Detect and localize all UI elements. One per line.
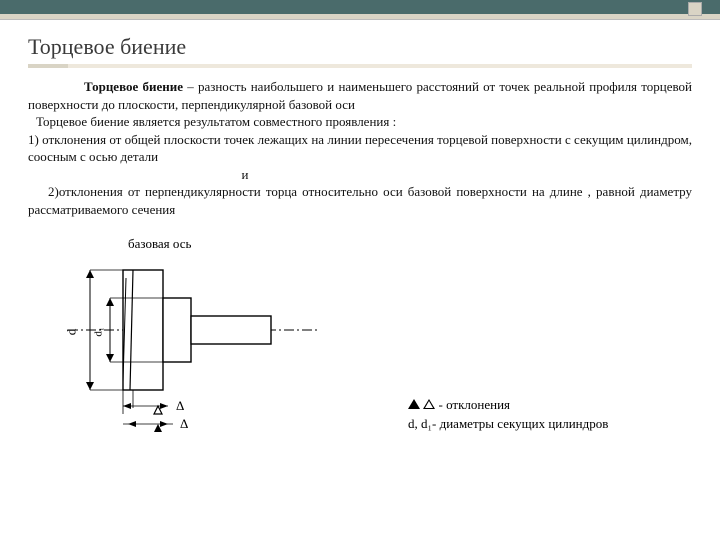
para3: 1) отклонения от общей плоскости точек л… <box>28 131 692 166</box>
slide-top-bar <box>0 0 720 14</box>
label-delta1: Δ <box>176 398 184 414</box>
legend: - отклонения d, d₁- диаметры секущих цил… <box>408 396 608 432</box>
para2: Торцевое биение является результатом сов… <box>28 113 692 131</box>
legend-line1: - отклонения <box>408 396 608 414</box>
label-delta2: Δ <box>180 416 188 432</box>
runout-diagram-svg <box>68 258 328 438</box>
title-underline <box>28 64 692 68</box>
page-title: Торцевое биение <box>28 34 692 60</box>
label-d1: d₁ <box>93 328 105 337</box>
axis-label: базовая ось <box>128 236 191 252</box>
lead-term: Торцевое биение <box>84 79 183 94</box>
triangle-filled-icon <box>408 399 420 409</box>
slide-content: Торцевое биение Торцевое биение – разнос… <box>0 20 720 446</box>
corner-decoration <box>688 2 702 16</box>
diagram: базовая ось <box>28 236 692 446</box>
para5: 2)отклонения от перпендикулярности торца… <box>28 183 692 218</box>
label-d: d <box>63 329 79 336</box>
body-text: Торцевое биение – разность наибольшего и… <box>28 78 692 218</box>
triangle-hollow-icon <box>423 399 435 409</box>
legend-text1: - отклонения <box>439 397 511 412</box>
legend-line2: d, d₁- диаметры секущих цилиндров <box>408 415 608 433</box>
para4: и <box>28 166 692 184</box>
